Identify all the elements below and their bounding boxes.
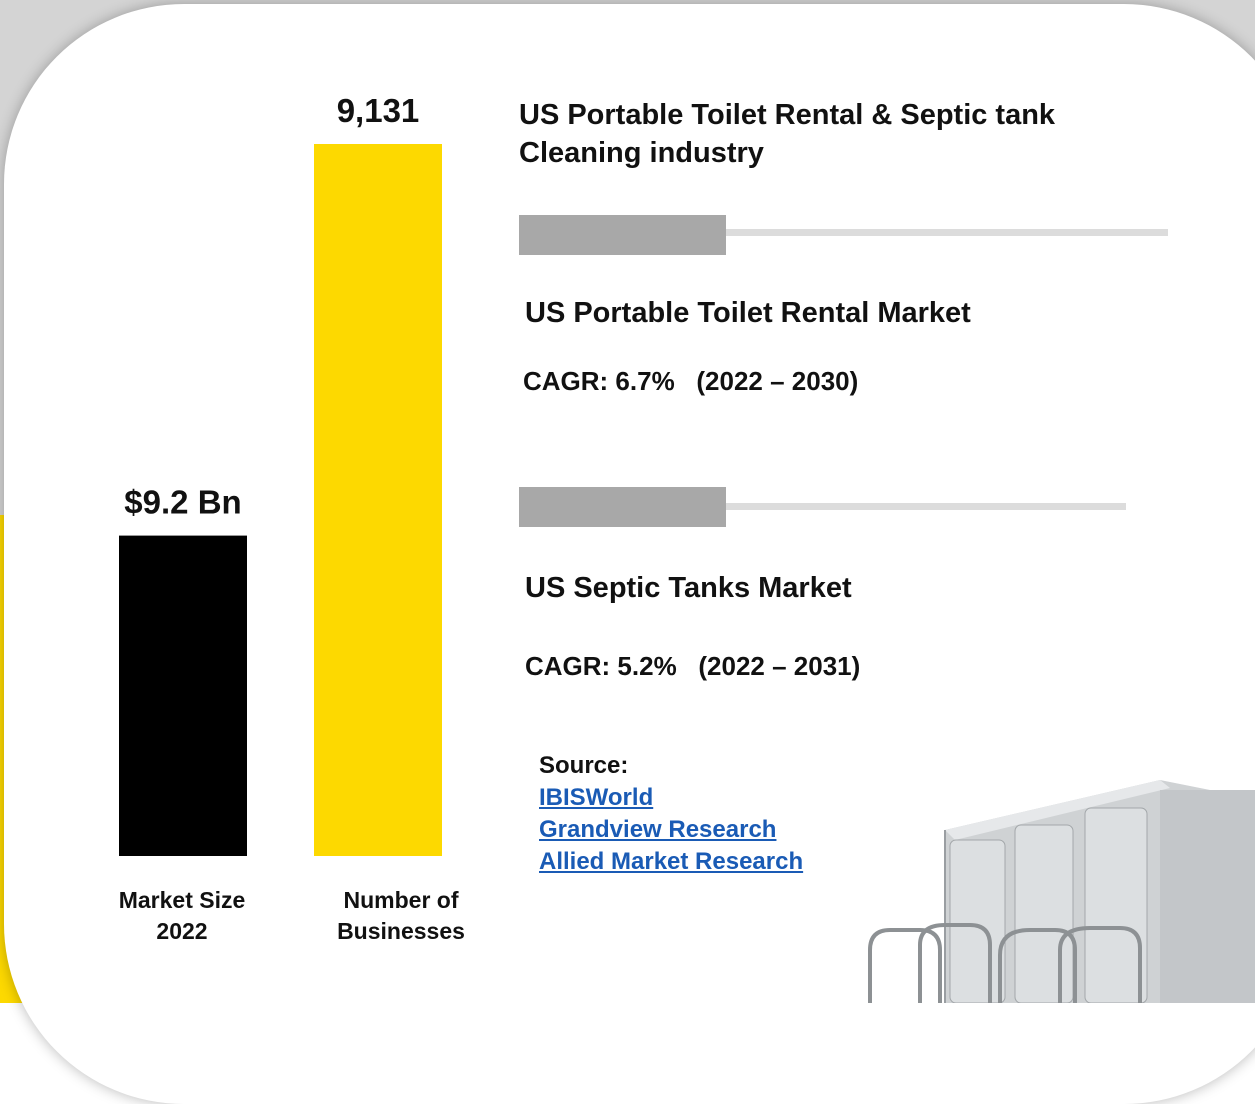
metric-name-portable-toilet: US Portable Toilet Rental Market xyxy=(525,297,971,329)
divider-track-1 xyxy=(519,229,1168,236)
source-link-allied-market-research[interactable]: Allied Market Research xyxy=(539,848,804,875)
data-label-number-of-businesses: 9,131 xyxy=(337,92,420,129)
divider-block-2 xyxy=(519,487,726,527)
page-title: US Portable Toilet Rental & Septic tank … xyxy=(519,99,1056,169)
metric-cagr-portable-toilet: CAGR: 6.7% (2022 – 2030) xyxy=(523,366,859,396)
metric-name-septic-tanks: US Septic Tanks Market xyxy=(525,572,852,604)
bar-number-of-businesses xyxy=(314,144,442,856)
divider-track-2 xyxy=(519,503,1126,510)
category-label-market-size: Market Size 2022 xyxy=(118,887,246,944)
restroom-trailer-image xyxy=(868,780,1255,1003)
data-label-market-size-2022: $9.2 Bn xyxy=(124,484,241,521)
category-label-number-of-businesses: Number of Businesses xyxy=(337,887,465,944)
source-link-grandview-research[interactable]: Grandview Research xyxy=(539,816,777,843)
source-block: Source: IBISWorld Grandview Research All… xyxy=(539,750,803,878)
divider-block-1 xyxy=(519,215,726,255)
source-label: Source: xyxy=(539,752,629,779)
bar-chart: $9.2 Bn 9,131 xyxy=(119,92,442,856)
metric-cagr-septic-tanks: CAGR: 5.2% (2022 – 2031) xyxy=(525,651,861,681)
source-link-ibisworld[interactable]: IBISWorld xyxy=(539,784,654,811)
bar-market-size-2022 xyxy=(119,535,247,856)
